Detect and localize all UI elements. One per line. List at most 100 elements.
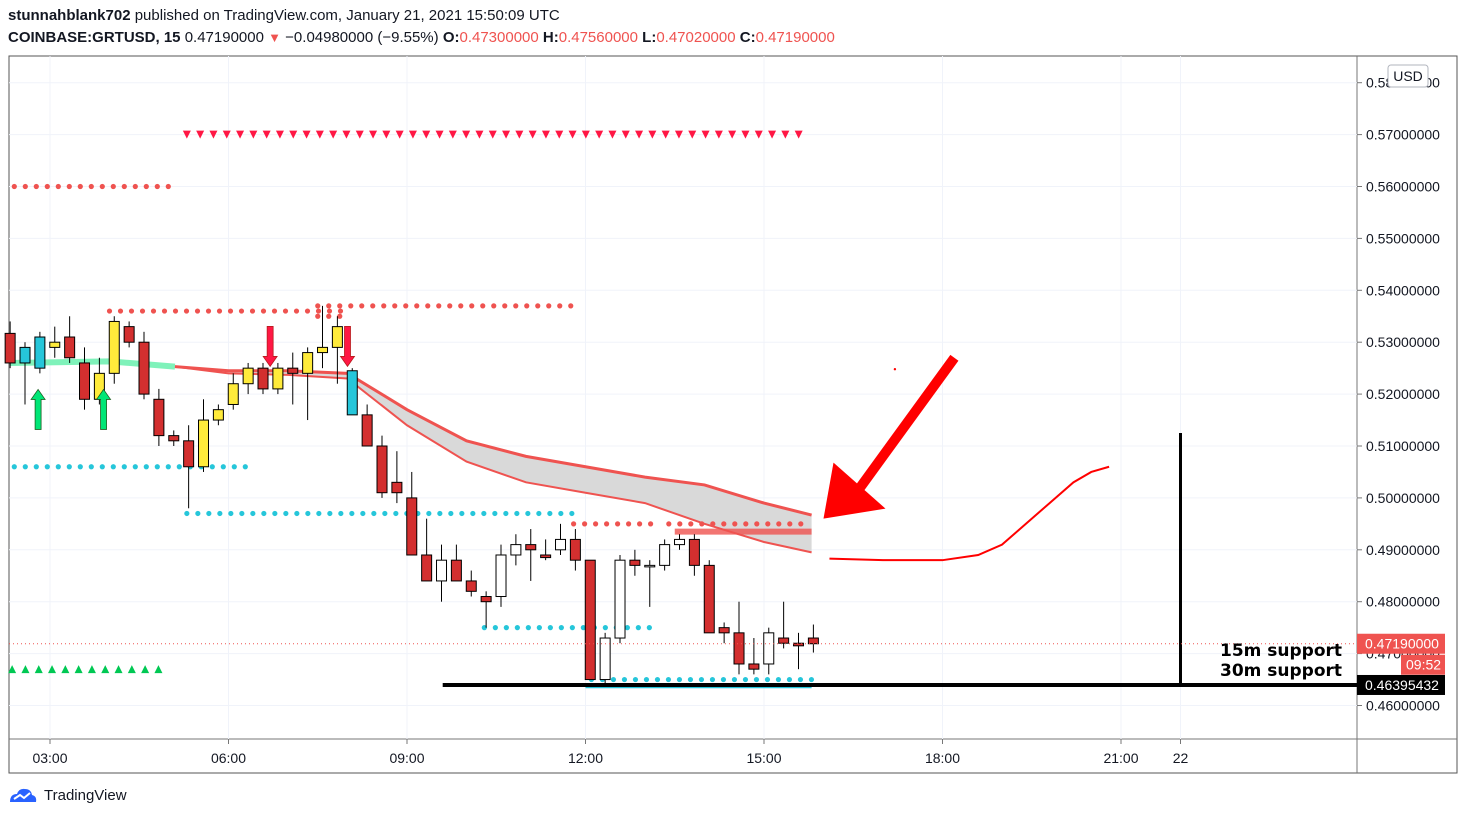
- y-tick-label: 0.54000000: [1366, 282, 1440, 298]
- candle-body: [198, 419, 210, 468]
- support-dot: [775, 676, 782, 683]
- support-dot: [437, 510, 443, 517]
- candle-body: [287, 367, 299, 374]
- sell-triangle-icon: [448, 130, 457, 139]
- sell-triangle-icon: [435, 130, 444, 139]
- support-dot: [77, 464, 83, 470]
- resistance-dot: [513, 303, 519, 309]
- resistance-dot: [44, 183, 50, 190]
- candle-body: [257, 367, 269, 390]
- resistance-dot: [593, 521, 599, 527]
- support-dot: [492, 625, 498, 631]
- publisher-name[interactable]: stunnahblank702: [8, 7, 131, 24]
- resistance-dot: [194, 308, 201, 314]
- last-price-tag[interactable]: [1357, 633, 1445, 654]
- time-axis[interactable]: 03:00 06:00 09:00 12:00 15:00 18:00 21:00 22: [32, 739, 1188, 766]
- buy-triangle-icon: [154, 665, 163, 674]
- support-dot: [283, 510, 289, 517]
- candle-body: [212, 409, 224, 421]
- resistance-dot: [414, 303, 420, 309]
- support-dot: [33, 464, 39, 470]
- sell-triangle-icon: [488, 130, 497, 139]
- resistance-dot: [117, 308, 124, 314]
- resistance-dot: [227, 308, 234, 314]
- resistance-dot: [699, 521, 705, 527]
- candle-body: [4, 332, 16, 364]
- support-dot: [808, 676, 815, 683]
- candle-body: [584, 559, 596, 681]
- candle-body: [495, 554, 507, 598]
- sell-triangle-icon: [196, 130, 205, 139]
- resistance-dot: [743, 521, 749, 527]
- candle-body: [614, 559, 626, 639]
- buy-triangle-icon: [61, 665, 70, 674]
- resistance-dot: [582, 521, 588, 527]
- resistance-dot: [315, 303, 321, 309]
- candle-body: [153, 398, 165, 437]
- price-axis[interactable]: 0.460000000.470000000.480000000.49000000…: [1357, 75, 1445, 714]
- candle-body: [718, 627, 730, 634]
- resistance-dot: [11, 183, 17, 190]
- candle-body: [629, 559, 641, 566]
- x-tick-label: 09:00: [389, 750, 424, 766]
- sell-triangle-icon: [515, 130, 524, 139]
- support-dot: [492, 510, 498, 517]
- candle-body: [168, 435, 180, 442]
- open-label: O:: [442, 29, 460, 46]
- sell-triangle-icon: [182, 130, 191, 139]
- close-value: 0.47190000: [755, 29, 835, 46]
- candle-body: [64, 336, 76, 359]
- buy-triangle-icon: [21, 665, 30, 674]
- sell-triangle-icon: [581, 130, 590, 139]
- resistance-dot: [282, 308, 289, 314]
- resistance-dot: [99, 183, 105, 190]
- candle-body: [317, 346, 329, 354]
- support-dot: [165, 464, 171, 470]
- resistance-dot: [88, 183, 94, 190]
- open-value: 0.47300000: [459, 29, 539, 46]
- sell-triangle-icon: [768, 130, 777, 139]
- y-tick-label: 0.51000000: [1366, 438, 1440, 454]
- symbol-label[interactable]: COINBASE:GRTUSD, 15: [8, 29, 181, 46]
- signal-triangles: [8, 130, 803, 674]
- sell-triangle-icon: [754, 130, 763, 139]
- resistance-dot: [128, 308, 135, 314]
- y-tick-label: 0.50000000: [1366, 490, 1440, 506]
- support-dot: [481, 510, 487, 517]
- sell-triangle-icon: [329, 130, 338, 139]
- support-price-tag[interactable]: [1357, 674, 1445, 695]
- candle-body: [688, 538, 700, 566]
- candle-body: [242, 367, 254, 385]
- candle-body: [361, 414, 373, 447]
- candle-body: [272, 367, 284, 390]
- sell-triangle-icon: [635, 130, 644, 139]
- sell-triangle-icon: [728, 130, 737, 139]
- resistance-dot: [754, 521, 760, 527]
- low-value: 0.47020000: [656, 29, 736, 46]
- resistance-dot: [710, 521, 716, 527]
- sell-triangle-icon: [369, 130, 378, 139]
- candle-body: [674, 538, 686, 546]
- price-change: −0.04980000 (−9.55%): [285, 29, 439, 46]
- resistance-dot: [249, 308, 256, 314]
- sell-triangle-icon: [608, 130, 617, 139]
- y-tick-label: 0.46000000: [1366, 698, 1440, 714]
- resistance-dot: [677, 521, 683, 527]
- resistance-dot: [721, 521, 727, 527]
- resistance-dot: [110, 183, 116, 190]
- resistance-dot: [469, 303, 475, 309]
- resistance-dot: [66, 183, 72, 190]
- buy-triangle-icon: [48, 665, 57, 674]
- currency-button[interactable]: [1387, 64, 1429, 88]
- support-dot: [316, 510, 322, 517]
- resistance-dot: [326, 303, 332, 309]
- footer-brand[interactable]: TradingView: [8, 786, 127, 804]
- annotation-30m-support: 30m support: [1220, 661, 1342, 681]
- resistance-dot: [238, 308, 245, 314]
- resistance-dot: [161, 308, 168, 314]
- resistance-dot: [205, 308, 212, 314]
- sell-triangle-icon: [422, 130, 431, 139]
- support-dot: [646, 625, 652, 631]
- y-tick-label: 0.48000000: [1366, 594, 1440, 610]
